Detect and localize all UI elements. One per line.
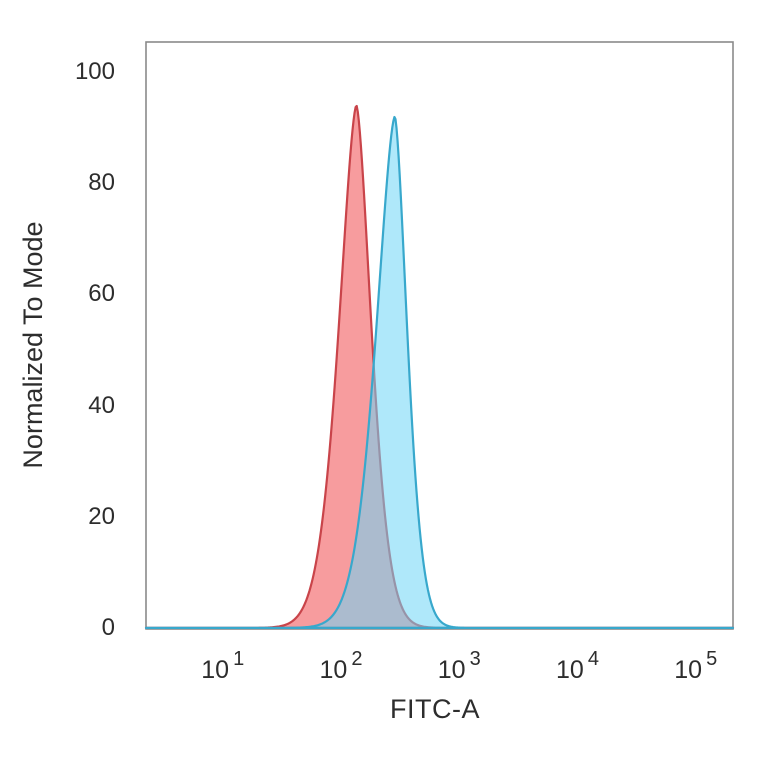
- x-tick-base: 10: [437, 656, 466, 684]
- x-tick-exponent: 1: [233, 648, 245, 670]
- x-axis-title: FITC-A: [390, 694, 480, 724]
- y-tick-label-0: 0: [101, 613, 115, 641]
- x-tick-label-10^4: 10 4: [517, 648, 637, 685]
- x-tick-label-10^5: 10 5: [636, 648, 756, 685]
- plot-frame: [145, 41, 734, 630]
- y-axis-tick-labels: 0 20 40 60 80 100: [0, 0, 115, 764]
- x-tick-base: 10: [201, 656, 230, 684]
- y-tick-label-40: 40: [88, 391, 115, 419]
- y-tick-label-60: 60: [88, 280, 115, 308]
- x-tick-base: 10: [556, 656, 584, 684]
- x-tick-base: 10: [674, 656, 703, 684]
- y-tick-label-80: 80: [88, 169, 115, 197]
- x-tick-base: 10: [319, 656, 348, 684]
- x-tick-label-10^3: 10 3: [399, 648, 519, 685]
- x-tick-label-10^2: 10 2: [281, 648, 401, 685]
- x-tick-exponent: 5: [706, 648, 718, 670]
- x-tick-exponent: 2: [351, 648, 363, 670]
- y-tick-label-20: 20: [88, 502, 115, 530]
- x-tick-exponent: 4: [587, 648, 599, 670]
- x-tick-exponent: 3: [469, 648, 481, 670]
- y-tick-label-100: 100: [74, 58, 115, 86]
- cyan-histogram-curve: [144, 115, 735, 629]
- x-tick-label-10^1: 10 1: [163, 648, 283, 685]
